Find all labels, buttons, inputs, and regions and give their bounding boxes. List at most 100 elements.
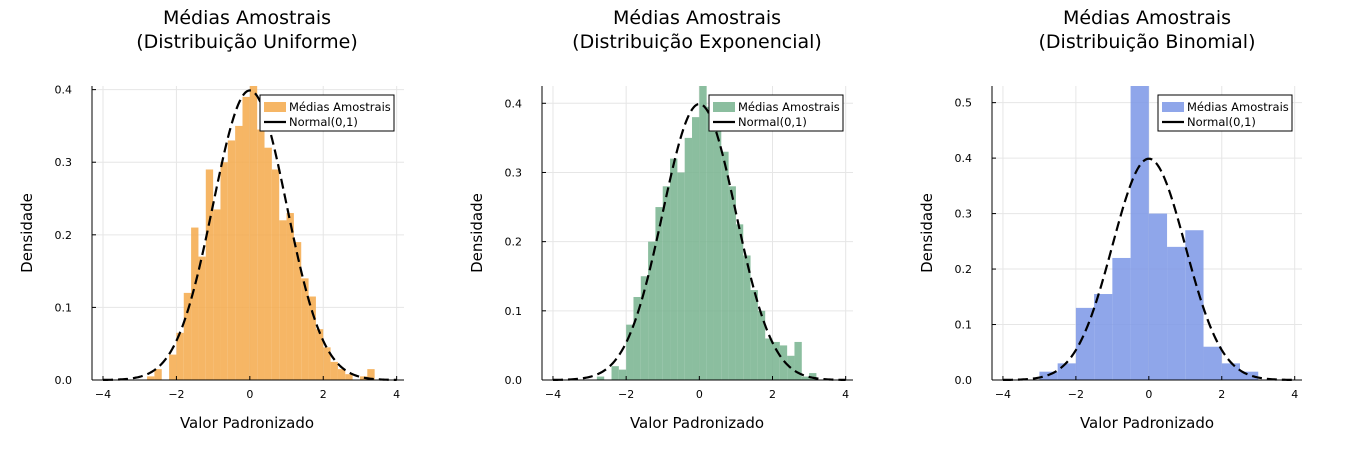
y-tick-label: 0.2 bbox=[55, 229, 73, 242]
y-axis-label: Densidade bbox=[918, 193, 936, 273]
chart-title-line1: Médias Amostrais bbox=[1063, 7, 1231, 29]
chart-title-line2: (Distribuição Binomial) bbox=[1039, 31, 1256, 53]
x-tick-label: 2 bbox=[320, 388, 327, 401]
histogram-bar bbox=[169, 354, 177, 380]
y-axis-label: Densidade bbox=[18, 193, 36, 273]
histogram-bar bbox=[271, 169, 280, 380]
y-tick-label: 0.1 bbox=[55, 301, 73, 314]
x-tick-label: −2 bbox=[168, 388, 184, 401]
histogram-bar bbox=[1057, 363, 1076, 380]
y-tick-label: 0.2 bbox=[505, 236, 523, 249]
histogram-bar bbox=[728, 186, 736, 380]
histogram-bar bbox=[735, 224, 744, 380]
histogram-bar bbox=[1203, 346, 1222, 380]
histogram-bar bbox=[801, 376, 810, 380]
histogram-bar bbox=[220, 162, 228, 380]
histogram-bar bbox=[706, 106, 714, 381]
x-tick-label: 2 bbox=[769, 388, 776, 401]
x-axis-label: Valor Padronizado bbox=[180, 414, 314, 432]
x-tick-label: 4 bbox=[842, 388, 849, 401]
legend-label: Médias Amostrais bbox=[289, 100, 391, 114]
normal-curve bbox=[103, 89, 397, 381]
plot-area-binomial: −4 −2 0 2 4 0.0 0.1 0.2 0.3 0.4 0.5 Médias Amostrai… bbox=[955, 86, 1302, 401]
y-axis-label: Densidade bbox=[468, 193, 486, 273]
legend-label: Médias Amostrais bbox=[1187, 100, 1289, 114]
histogram-bar bbox=[596, 376, 605, 380]
histogram-bar bbox=[359, 376, 368, 380]
x-tick-label: −4 bbox=[995, 388, 1011, 401]
y-tick-label: 0.1 bbox=[955, 319, 973, 332]
histogram-bar bbox=[618, 369, 627, 380]
histogram-bar bbox=[1221, 363, 1240, 380]
histogram-bar bbox=[633, 296, 641, 380]
histogram-bar bbox=[323, 347, 331, 380]
normal-curve bbox=[552, 102, 846, 382]
y-tick-label: 0.4 bbox=[955, 152, 973, 165]
histogram-bar bbox=[242, 96, 250, 380]
histogram-bar bbox=[640, 276, 649, 380]
panel-binomial: Médias Amostrais (Distribuição Binomial)… bbox=[918, 7, 1302, 432]
histogram-bar bbox=[655, 207, 663, 380]
histogram-bar bbox=[677, 172, 685, 380]
legend-box bbox=[708, 94, 844, 132]
histogram-bar bbox=[1112, 257, 1131, 380]
plot-area-uniform: −4 −2 0 2 4 0.0 0.1 0.2 0.3 0.4 Médias AmostraisNo… bbox=[55, 84, 404, 401]
histogram-bar bbox=[315, 329, 324, 380]
legend-label: Normal(0,1) bbox=[289, 115, 358, 129]
x-tick-label: 0 bbox=[1145, 388, 1152, 401]
y-tick-label: 0.3 bbox=[55, 156, 73, 169]
x-tick-label: 0 bbox=[246, 388, 253, 401]
y-tick-label: 0.5 bbox=[955, 97, 973, 110]
x-tick-label: 4 bbox=[393, 388, 400, 401]
histogram-bar bbox=[264, 147, 272, 380]
histogram-bar bbox=[205, 169, 214, 380]
histogram-bar bbox=[670, 158, 678, 380]
chart-title-line1: Médias Amostrais bbox=[163, 7, 331, 29]
histogram-bar bbox=[684, 137, 693, 380]
y-tick-label: 0.0 bbox=[505, 374, 523, 387]
histogram-bar bbox=[191, 227, 199, 380]
legend-swatch bbox=[1162, 102, 1184, 112]
y-tick-label: 0.2 bbox=[955, 263, 973, 276]
histogram-bar bbox=[692, 117, 700, 381]
histogram-bar bbox=[1094, 294, 1113, 380]
histogram-bar bbox=[699, 86, 707, 380]
legend-label: Normal(0,1) bbox=[738, 115, 807, 129]
histogram-bar bbox=[227, 140, 236, 380]
plot-area-exponencial: −4 −2 0 2 4 0.0 0.1 0.2 0.3 0.4 Médias AmostraisNo… bbox=[505, 86, 853, 401]
histogram-bar bbox=[1167, 246, 1186, 380]
x-tick-label: −2 bbox=[618, 388, 634, 401]
y-tick-label: 0.0 bbox=[955, 374, 973, 387]
histogram-bar bbox=[1075, 307, 1095, 380]
legend-swatch bbox=[264, 102, 286, 112]
histogram-bar bbox=[176, 332, 184, 380]
histogram-bar bbox=[367, 369, 375, 380]
normal-curve bbox=[1002, 157, 1295, 382]
y-tick-label: 0.3 bbox=[955, 208, 973, 221]
histogram-bar bbox=[772, 341, 780, 380]
panel-exponencial: Médias Amostrais (Distribuição Exponenci… bbox=[468, 7, 853, 432]
histogram-bar bbox=[308, 296, 316, 380]
histogram-bar bbox=[183, 292, 192, 380]
histogram-bar bbox=[648, 241, 656, 380]
histogram-bar bbox=[779, 345, 788, 380]
histogram-bar bbox=[743, 255, 751, 380]
x-tick-label: −4 bbox=[545, 388, 561, 401]
histogram-bar bbox=[213, 209, 221, 380]
histogram-bar bbox=[611, 366, 619, 380]
x-tick-label: −4 bbox=[95, 388, 111, 401]
x-tick-label: 0 bbox=[696, 388, 703, 401]
legend-box bbox=[1157, 94, 1293, 132]
chart-title-line1: Médias Amostrais bbox=[613, 7, 781, 29]
histogram-bar bbox=[1130, 86, 1149, 380]
x-tick-label: 2 bbox=[1218, 388, 1225, 401]
panel-uniform: Médias Amostrais (Distribuição Uniforme)… bbox=[18, 7, 404, 432]
y-tick-label: 0.1 bbox=[505, 305, 523, 318]
histogram-bar bbox=[293, 242, 302, 380]
legend-label: Médias Amostrais bbox=[738, 100, 840, 114]
x-axis-label: Valor Padronizado bbox=[630, 414, 764, 432]
chart-title-line2: (Distribuição Exponencial) bbox=[572, 31, 822, 53]
y-tick-label: 0.4 bbox=[505, 97, 523, 110]
